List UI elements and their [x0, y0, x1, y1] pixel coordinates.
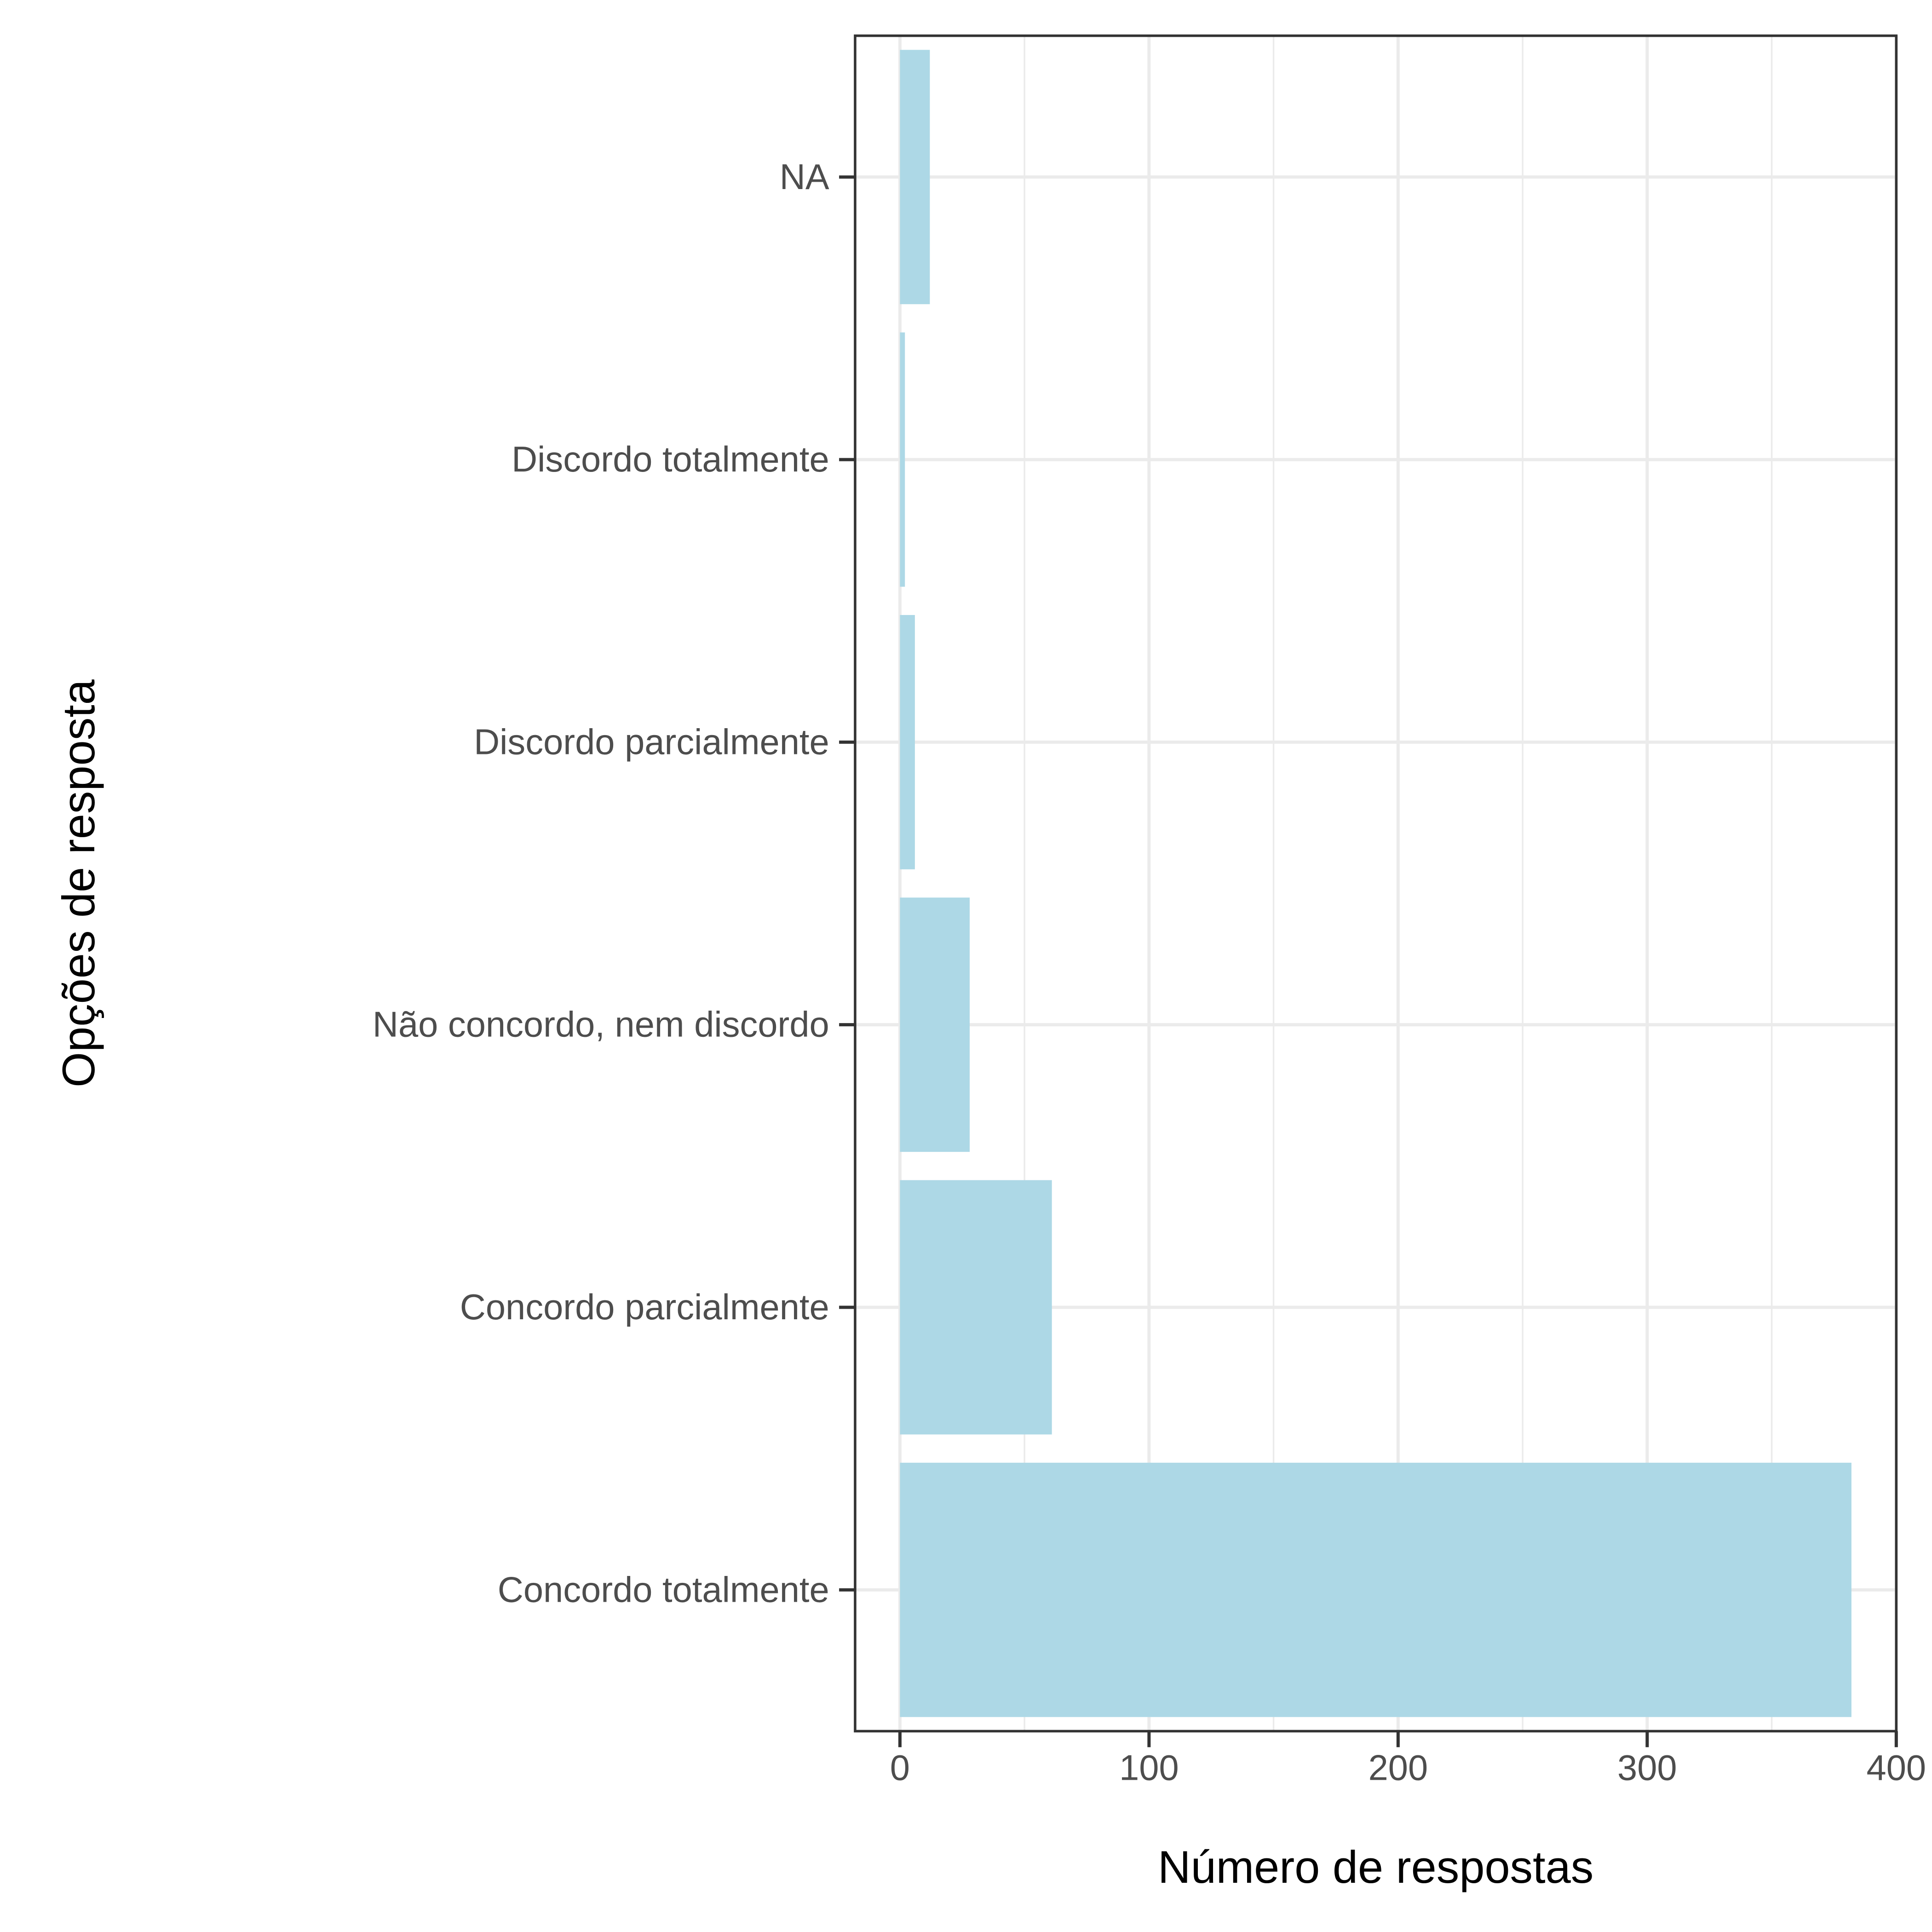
panel-border: [854, 34, 1898, 1733]
bar: [900, 897, 970, 1152]
x-tick-label: 0: [890, 1748, 910, 1788]
bar: [900, 50, 930, 305]
y-tick-label: Discordo parcialmente: [474, 722, 829, 762]
x-tick-label: 400: [1867, 1748, 1926, 1788]
y-axis-title: Opções de resposta: [53, 679, 104, 1087]
bar: [900, 1462, 1852, 1717]
y-tick-label: Concordo totalmente: [498, 1570, 829, 1610]
bar: [900, 615, 915, 869]
y-axis: Concordo totalmente Concordo parcialmente…: [373, 157, 855, 1610]
y-tick-label: NA: [780, 157, 829, 197]
x-axis: 0 100 200 300 400: [890, 1731, 1926, 1788]
y-tick-label: Discordo totalmente: [512, 440, 829, 479]
x-tick-label: 200: [1368, 1748, 1428, 1788]
x-tick-label: 100: [1119, 1748, 1179, 1788]
bar: [900, 1180, 1052, 1435]
bars: [900, 50, 1852, 1717]
x-axis-title: Número de respostas: [1158, 1842, 1593, 1893]
x-tick-label: 300: [1617, 1748, 1677, 1788]
y-tick-label: Concordo parcialmente: [460, 1288, 829, 1327]
bar: [900, 332, 905, 587]
y-tick-label: Não concordo, nem discordo: [373, 1005, 829, 1045]
